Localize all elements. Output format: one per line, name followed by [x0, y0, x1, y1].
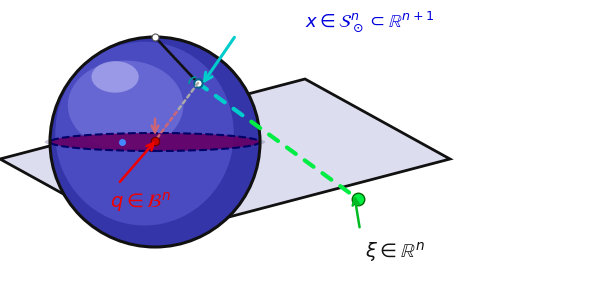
- Ellipse shape: [68, 61, 184, 150]
- Ellipse shape: [55, 42, 234, 225]
- Polygon shape: [0, 79, 450, 239]
- Ellipse shape: [50, 133, 260, 151]
- Text: $x\in\mathcal{S}^n_\odot\subset\mathbb{R}^{n+1}$: $x\in\mathcal{S}^n_\odot\subset\mathbb{R…: [305, 10, 435, 34]
- Text: $q\in\mathcal{B}^n$: $q\in\mathcal{B}^n$: [110, 190, 171, 214]
- Ellipse shape: [50, 37, 260, 247]
- Ellipse shape: [45, 132, 265, 152]
- Ellipse shape: [92, 61, 139, 93]
- Ellipse shape: [50, 37, 260, 247]
- Text: $\xi\in\mathbb{R}^n$: $\xi\in\mathbb{R}^n$: [365, 240, 425, 264]
